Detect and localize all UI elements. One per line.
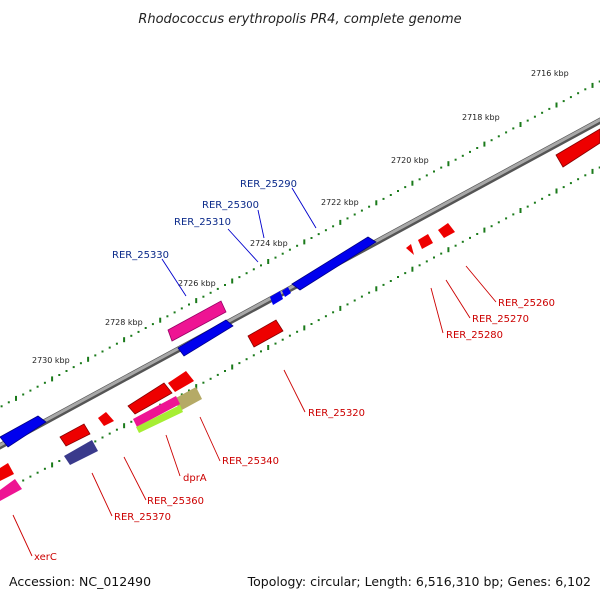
gene-rer-25280[interactable] bbox=[406, 244, 414, 255]
label-rer-25270[interactable]: RER_25270 bbox=[472, 314, 529, 325]
gene-forward-left[interactable] bbox=[0, 415, 47, 448]
label-dpra[interactable]: dprA bbox=[183, 473, 207, 484]
map-title: Rhodococcus erythropolis PR4, complete g… bbox=[138, 12, 461, 27]
label-rer-25260[interactable]: RER_25260 bbox=[498, 298, 555, 309]
gene-dpra-red[interactable] bbox=[127, 382, 173, 415]
gene-rer-25290[interactable] bbox=[291, 236, 377, 291]
gene-rer-25310[interactable] bbox=[270, 291, 283, 305]
label-rer-25280[interactable]: RER_25280 bbox=[446, 330, 503, 341]
gene-rer-25300[interactable] bbox=[282, 287, 291, 297]
gene-xerc-pink[interactable] bbox=[0, 479, 22, 501]
gene-rer-25270[interactable] bbox=[418, 234, 433, 249]
ruler-label-2720: 2720 kbp bbox=[391, 156, 429, 165]
gene-rer-25370-red[interactable] bbox=[59, 423, 91, 447]
reverse-strand-features bbox=[0, 128, 600, 501]
gene-reverse-right[interactable] bbox=[555, 128, 600, 168]
gene-dpra-lime[interactable] bbox=[136, 405, 183, 433]
gene-labels: RER_25290 RER_25300 RER_25310 RER_25330 … bbox=[34, 179, 555, 563]
ruler-labels: 2716 kbp 2718 kbp 2720 kbp 2722 kbp 2724… bbox=[32, 69, 569, 365]
gene-xerc[interactable] bbox=[0, 463, 14, 481]
gene-dpra-olive[interactable] bbox=[174, 387, 202, 411]
label-rer-25340[interactable]: RER_25340 bbox=[222, 456, 279, 467]
ruler-label-2718: 2718 kbp bbox=[462, 113, 500, 122]
ruler-label-2726: 2726 kbp bbox=[178, 279, 216, 288]
gene-rer-25260[interactable] bbox=[438, 223, 455, 238]
label-rer-25330[interactable]: RER_25330 bbox=[112, 250, 169, 261]
forward-strand-features bbox=[0, 236, 377, 448]
gene-rer-25330[interactable] bbox=[177, 319, 234, 357]
gene-rer-25370-navy[interactable] bbox=[64, 440, 98, 465]
label-rer-25370[interactable]: RER_25370 bbox=[114, 512, 171, 523]
gene-rer-25330-pink[interactable] bbox=[167, 300, 227, 342]
label-xerc[interactable]: xerC bbox=[34, 552, 57, 563]
ruler-label-2724: 2724 kbp bbox=[250, 239, 288, 248]
topology-summary: Topology: circular; Length: 6,516,310 bp… bbox=[247, 574, 591, 589]
ruler-label-2722: 2722 kbp bbox=[321, 198, 359, 207]
leader-lines bbox=[12, 187, 497, 557]
gene-dpra-pink[interactable] bbox=[133, 396, 180, 427]
label-rer-25320[interactable]: RER_25320 bbox=[308, 408, 365, 419]
accession-text: Accession: NC_012490 bbox=[9, 574, 151, 589]
label-rer-25360[interactable]: RER_25360 bbox=[147, 496, 204, 507]
ruler-label-2730: 2730 kbp bbox=[32, 356, 70, 365]
label-rer-25300[interactable]: RER_25300 bbox=[202, 200, 259, 211]
ruler-ticks bbox=[0, 80, 600, 494]
ruler-label-2716: 2716 kbp bbox=[531, 69, 569, 78]
label-rer-25290[interactable]: RER_25290 bbox=[240, 179, 297, 190]
ruler-label-2728: 2728 kbp bbox=[105, 318, 143, 327]
gene-rer-25340[interactable] bbox=[168, 371, 194, 392]
label-rer-25310[interactable]: RER_25310 bbox=[174, 217, 231, 228]
gene-rer-25360[interactable] bbox=[98, 412, 114, 426]
gene-rer-25320[interactable] bbox=[247, 319, 284, 348]
